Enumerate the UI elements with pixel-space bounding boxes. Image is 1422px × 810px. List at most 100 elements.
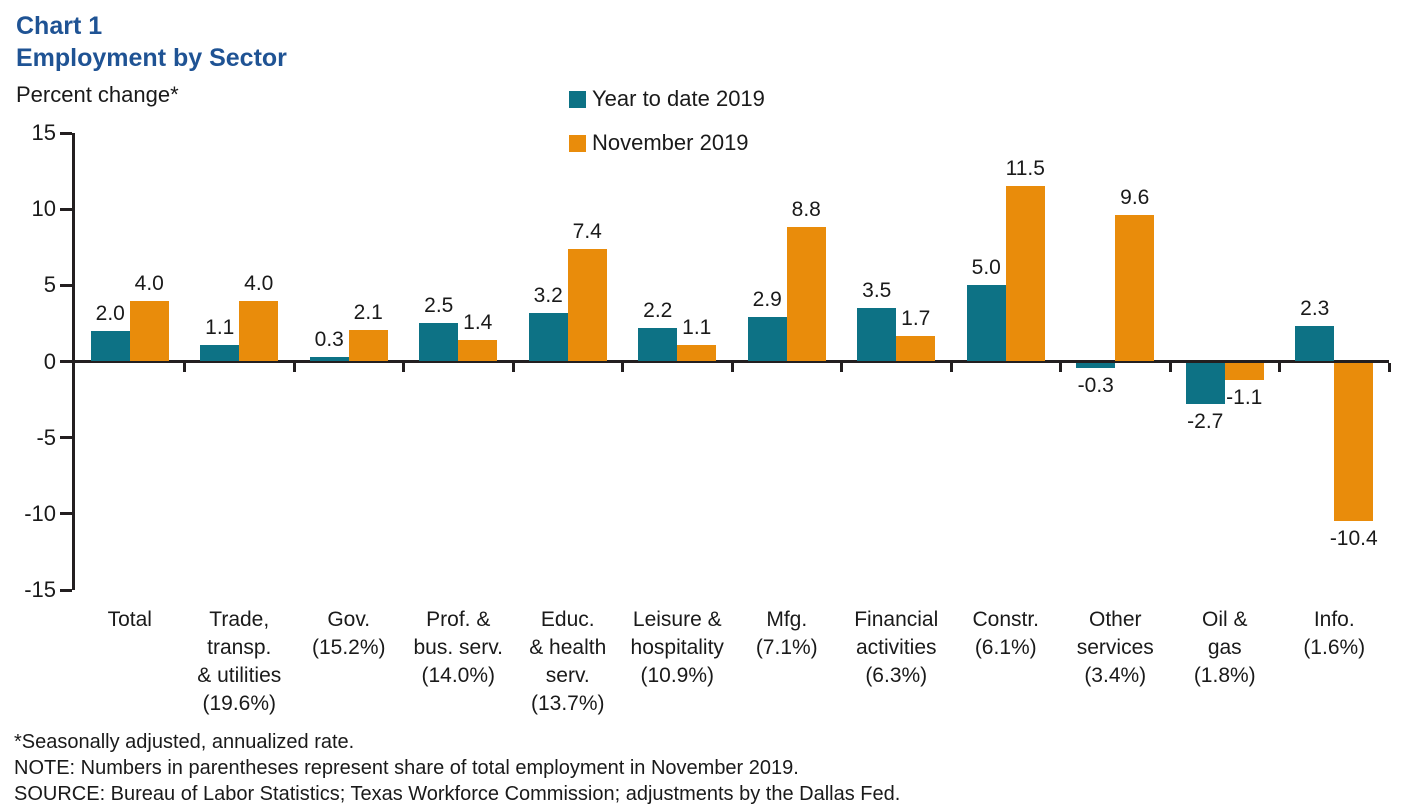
y-axis-tick	[60, 131, 72, 135]
x-axis-label: Mfg. (7.1%)	[755, 608, 818, 659]
x-axis-tick	[292, 363, 296, 372]
bar-year-to-date-2019	[90, 331, 130, 362]
bar-value-label: 2.5	[424, 294, 454, 318]
x-axis-tick	[1168, 363, 1172, 372]
y-tick-label: 0	[43, 348, 56, 374]
y-tick-label: -10	[24, 500, 56, 526]
x-axis-label: Financial activities (6.3%)	[854, 608, 939, 687]
x-axis-tick	[1059, 363, 1062, 372]
x-axis-label: Oil & gas (1.8%)	[1193, 608, 1256, 687]
x-axis-label: Constr. (6.1%)	[972, 608, 1040, 659]
bar-november-2019	[1115, 215, 1155, 362]
bar-year-to-date-2019	[966, 285, 1006, 362]
bar-year-to-date-2019	[309, 356, 349, 362]
bar-value-label: 5.0	[971, 256, 1001, 280]
footnotes: *Seasonally adjusted, annualized rate. N…	[14, 729, 900, 807]
bar-value-label: 3.5	[862, 279, 892, 303]
bar-year-to-date-2019	[200, 344, 240, 362]
x-axis-label: Educ. & health serv. (13.7%)	[529, 608, 607, 715]
legend-label-november: November 2019	[592, 130, 749, 155]
bar-value-label: 2.9	[752, 288, 782, 312]
x-axis-label: Total	[107, 608, 152, 631]
bar-year-to-date-2019	[1076, 363, 1116, 368]
bar-value-label: 2.1	[353, 300, 383, 324]
bar-value-label: 0.3	[314, 327, 344, 351]
footnote-asterisk: *Seasonally adjusted, annualized rate.	[14, 731, 355, 753]
x-axis-tick	[621, 363, 624, 372]
bar-november-2019	[677, 344, 717, 362]
x-axis-tick	[183, 363, 186, 372]
bar-value-label: 1.1	[205, 315, 235, 339]
x-axis-label: Leisure & hospitality (10.9%)	[630, 608, 724, 687]
chart-title: Employment by Sector	[16, 44, 287, 72]
y-axis-tick	[60, 436, 72, 440]
bar-value-label: 9.6	[1120, 186, 1150, 210]
x-axis-baseline	[72, 360, 1389, 363]
legend-swatch-november	[569, 134, 586, 152]
bar-value-label: 1.7	[901, 306, 931, 330]
bar-value-label: 2.3	[1300, 297, 1330, 321]
bar-value-label: 1.1	[682, 315, 712, 339]
y-axis-tick	[60, 588, 72, 592]
x-axis-label: Prof. & bus. serv. (14.0%)	[413, 608, 503, 687]
bar-november-2019	[1224, 363, 1264, 380]
bar-year-to-date-2019	[747, 317, 787, 362]
bar-value-label: 2.2	[643, 298, 673, 322]
bar-november-2019	[129, 300, 169, 362]
legend-label-year-to-date: Year to date 2019	[592, 86, 765, 111]
bar-november-2019	[786, 227, 826, 362]
bar-november-2019	[348, 329, 388, 362]
bar-year-to-date-2019	[1185, 363, 1225, 405]
bar-november-2019	[1334, 363, 1374, 522]
bar-november-2019	[1005, 186, 1045, 362]
x-axis-label: Other services (3.4%)	[1076, 608, 1154, 687]
bar-year-to-date-2019	[857, 308, 897, 362]
y-tick-label: 15	[31, 120, 56, 145]
y-tick-label: -5	[36, 424, 56, 450]
y-axis-tick	[60, 207, 72, 211]
bar-value-label: 2.0	[95, 302, 125, 326]
x-axis-label: Trade, transp. & utilities (19.6%)	[197, 608, 282, 715]
bar-value-label: 3.2	[533, 283, 563, 307]
x-axis-label: Info. (1.6%)	[1303, 608, 1366, 659]
x-axis-tick	[949, 363, 953, 372]
legend-item-november: November 2019	[569, 130, 765, 155]
legend-swatch-year-to-date	[569, 90, 586, 108]
bar-value-label: 11.5	[1005, 157, 1045, 181]
bar-value-label: 8.8	[791, 198, 821, 222]
bar-november-2019	[567, 248, 607, 362]
bar-value-label: -2.7	[1187, 410, 1224, 434]
bar-value-label: 7.4	[572, 219, 602, 243]
bar-value-label: 4.0	[134, 271, 164, 295]
bar-year-to-date-2019	[528, 312, 568, 362]
x-axis-label: Gov. (15.2%)	[311, 608, 386, 659]
bar-november-2019	[458, 340, 498, 362]
x-axis-tick	[730, 363, 734, 372]
y-axis-unit-label: Percent change*	[16, 82, 179, 107]
x-axis-tick	[1387, 363, 1391, 372]
bar-year-to-date-2019	[1295, 326, 1335, 362]
y-axis-tick	[60, 512, 72, 516]
bar-value-label: -0.3	[1077, 373, 1114, 397]
bar-value-label: -1.1	[1226, 385, 1263, 409]
chart-title-block: Chart 1 Employment by Sector	[16, 10, 287, 74]
bar-value-label: -10.4	[1329, 527, 1378, 551]
bar-value-label: 1.4	[463, 311, 493, 335]
bar-november-2019	[896, 335, 936, 362]
footnote-note: NOTE: Numbers in parentheses represent s…	[14, 757, 799, 779]
footnote-source: SOURCE: Bureau of Labor Statistics; Texa…	[14, 783, 901, 805]
y-tick-label: 10	[31, 196, 56, 222]
x-axis-tick	[1278, 363, 1281, 372]
bar-year-to-date-2019	[419, 323, 459, 362]
bar-november-2019	[239, 300, 279, 362]
x-axis-tick	[402, 363, 405, 372]
x-axis-tick	[840, 363, 843, 372]
bar-year-to-date-2019	[638, 327, 678, 362]
bar-value-label: 4.0	[244, 271, 274, 295]
x-axis-tick	[511, 363, 515, 372]
legend-item-year-to-date: Year to date 2019	[569, 86, 765, 111]
y-tick-label: -15	[24, 577, 56, 602]
y-tick-label: 5	[43, 272, 56, 298]
